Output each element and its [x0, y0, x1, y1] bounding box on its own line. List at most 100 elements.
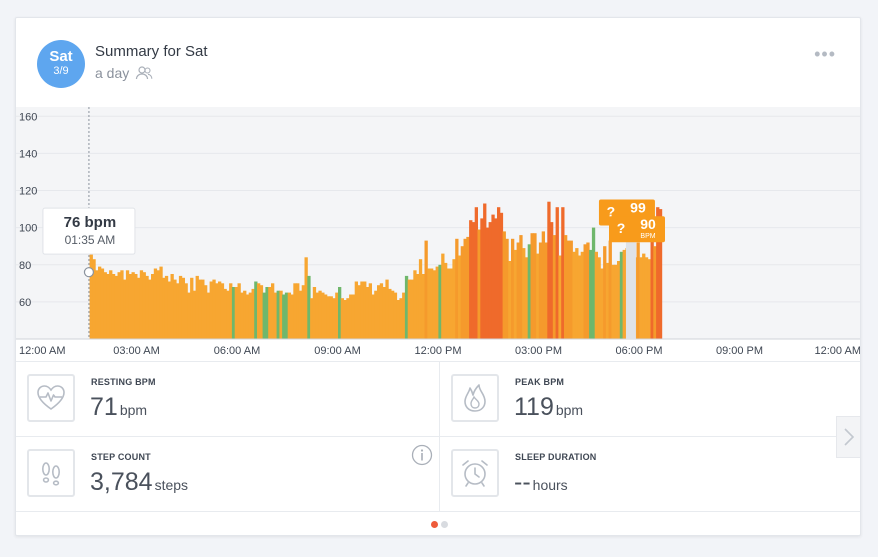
- badge-highlight-column: [625, 209, 636, 339]
- heart-rate-bar: [240, 292, 244, 339]
- heart-rate-bar: [580, 251, 584, 339]
- heart-rate-bar: [474, 207, 478, 339]
- heart-rate-bar: [265, 287, 269, 339]
- heart-rate-bar: [572, 251, 576, 339]
- heart-rate-bar: [181, 277, 185, 339]
- heart-rate-bar: [159, 266, 163, 339]
- heart-rate-bar: [471, 222, 476, 339]
- stats-grid: RESTING BPM 71 bpm PEAK BPM 119 bpm: [16, 361, 860, 511]
- pagination-dots: [16, 511, 860, 535]
- heart-rate-bar: [114, 275, 118, 339]
- sleep-duration-label: SLEEP DURATION: [515, 452, 597, 462]
- heart-rate-bar: [485, 227, 490, 339]
- heart-rate-bar: [98, 266, 102, 339]
- heart-rate-bar: [527, 244, 531, 339]
- heart-rate-bar: [413, 270, 417, 339]
- heart-rate-bar: [349, 294, 353, 339]
- heart-rate-bar: [310, 298, 314, 339]
- heart-rate-bar: [89, 253, 93, 339]
- tooltip-value: 76 bpm: [64, 214, 117, 231]
- heart-rate-bar: [371, 294, 375, 339]
- heart-rate-bar: [92, 259, 96, 339]
- heart-rate-bar: [586, 242, 590, 339]
- heart-rate-bar: [516, 242, 520, 339]
- y-tick-label: 60: [19, 297, 31, 309]
- heart-rate-bar: [469, 220, 473, 339]
- heart-rate-bar: [522, 248, 526, 339]
- heart-rate-bar: [287, 292, 291, 339]
- heart-rate-bar: [444, 262, 448, 339]
- more-options-icon[interactable]: •••: [814, 44, 836, 64]
- heart-rate-bar: [368, 283, 372, 339]
- heart-rate-bar: [248, 292, 252, 339]
- heart-rate-bar: [245, 294, 250, 339]
- heart-rate-bar: [583, 244, 587, 339]
- heart-rate-bar: [449, 268, 453, 339]
- y-tick-label: 160: [19, 111, 37, 123]
- heart-rate-bar: [558, 255, 562, 339]
- heart-rate-bar: [137, 277, 141, 339]
- heart-rate-bar: [550, 222, 554, 339]
- heart-rate-bar: [483, 203, 487, 339]
- heart-rate-bar: [111, 274, 116, 339]
- heart-rate-bar: [374, 290, 378, 339]
- step-count-value: 3,784 steps: [90, 468, 188, 497]
- step-count-number: 3,784: [90, 468, 153, 496]
- heart-rate-bar: [284, 292, 289, 339]
- peak-bpm-number: 119: [514, 393, 554, 421]
- heart-rate-bar: [315, 292, 319, 339]
- heart-rate-bar: [404, 275, 409, 339]
- heart-rate-bar: [427, 268, 431, 339]
- heart-rate-bar: [184, 283, 188, 339]
- heart-rate-bar: [215, 283, 219, 339]
- heart-rate-bar: [268, 287, 272, 339]
- peak-bpm-label: PEAK BPM: [515, 377, 565, 387]
- info-icon[interactable]: [411, 444, 433, 466]
- heart-rate-bar: [178, 275, 183, 339]
- heart-rate-bar: [296, 283, 300, 339]
- pagination-dot-active[interactable]: [430, 521, 438, 528]
- heart-rate-bar: [198, 279, 202, 339]
- summary-card: Sat 3/9 Summary for Sat a day ••• 160 140…: [15, 17, 861, 536]
- heart-rate-bar: [187, 292, 191, 339]
- heart-rate-bar: [173, 279, 177, 339]
- heart-rate-bar: [619, 251, 624, 339]
- y-tick-label: 100: [19, 223, 37, 235]
- pagination-dot[interactable]: [440, 521, 448, 528]
- heart-rate-bar: [399, 298, 403, 339]
- heart-rate-bar: [220, 283, 225, 339]
- heart-rate-bar: [326, 296, 331, 339]
- heart-rate-chart[interactable]: 160 140 120 100 80 60 12:00 AM 03:00 AM 06:00 AM…: [16, 107, 860, 359]
- heart-rate-bar: [223, 288, 227, 339]
- step-count-tile: STEP COUNT 3,784 steps: [16, 436, 439, 511]
- heart-rate-bar: [541, 231, 545, 339]
- heart-rate-bar: [209, 281, 213, 339]
- heart-rate-bar: [123, 279, 127, 339]
- heart-rate-bar: [262, 292, 266, 339]
- heart-rate-bar: [491, 214, 495, 339]
- resting-bpm-label: RESTING BPM: [91, 377, 156, 387]
- heart-rate-bar: [591, 227, 596, 339]
- x-tick-label: 09:00 PM: [716, 345, 763, 357]
- chevron-right-icon: [844, 428, 855, 446]
- heart-rate-bar: [103, 272, 107, 339]
- heart-rate-bar: [340, 298, 344, 339]
- heart-rate-bar: [379, 283, 384, 339]
- heart-rate-bar: [307, 275, 311, 339]
- heart-rate-bar: [513, 249, 518, 339]
- page-title: Summary for Sat: [95, 43, 208, 60]
- crosshair-point: [83, 267, 95, 278]
- y-tick-label: 120: [19, 186, 37, 198]
- heart-rate-bar: [338, 287, 342, 339]
- heart-rate-bar: [195, 275, 199, 339]
- heart-rate-bar: [480, 218, 484, 339]
- resting-bpm-number: 71: [90, 393, 118, 421]
- next-page-button[interactable]: [836, 416, 860, 458]
- avatar-day: Sat: [49, 48, 73, 65]
- heart-rate-bar: [293, 283, 297, 339]
- heart-rate-bar: [435, 266, 439, 339]
- heart-rate-bar: [106, 274, 110, 339]
- heart-rate-bar: [446, 268, 451, 339]
- heart-rate-bar: [391, 290, 395, 339]
- heart-rate-bar: [176, 283, 180, 339]
